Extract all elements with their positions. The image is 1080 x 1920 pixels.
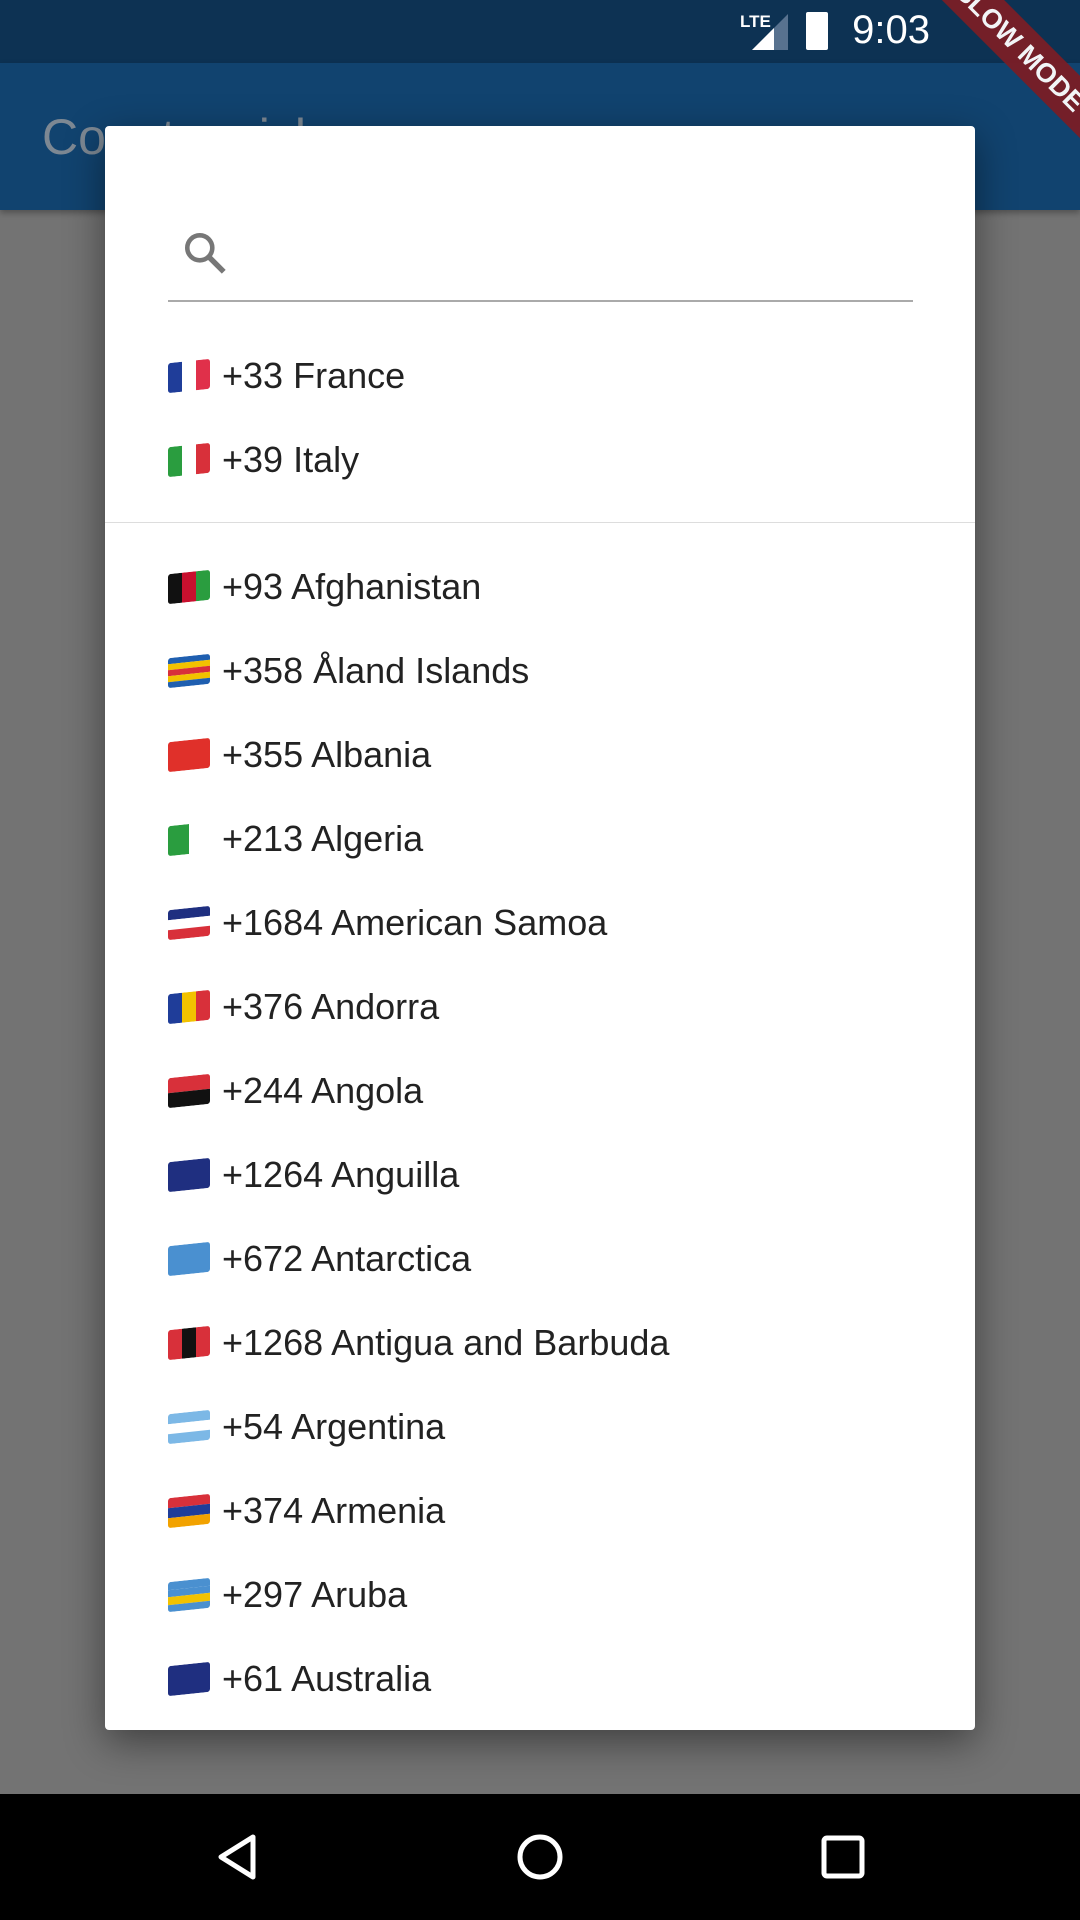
dial-code: +61: [222, 1658, 284, 1699]
flag-icon: [168, 1493, 210, 1529]
country-label: +1264 Anguilla: [222, 1154, 459, 1196]
clock: 9:03: [852, 8, 930, 52]
favorites-divider: [105, 522, 975, 523]
flag-icon: [168, 821, 210, 857]
country-name: France: [293, 355, 406, 396]
country-label: +33 France: [222, 355, 405, 397]
battery-charging-icon: [806, 12, 828, 50]
flag-icon: [168, 1157, 210, 1193]
country-label: +672 Antarctica: [222, 1238, 471, 1280]
home-icon[interactable]: [515, 1832, 565, 1882]
flag-icon: [168, 653, 210, 689]
country-item[interactable]: +358 Åland Islands: [168, 629, 529, 713]
country-item[interactable]: +1264 Anguilla: [168, 1133, 459, 1217]
country-name: Anguilla: [331, 1154, 460, 1195]
flag-icon: [168, 569, 210, 605]
country-name: Italy: [293, 439, 360, 480]
country-name: Antarctica: [311, 1238, 472, 1279]
search-input[interactable]: [168, 216, 913, 302]
country-label: +1268 Antigua and Barbuda: [222, 1322, 669, 1364]
dial-code: +33: [222, 355, 284, 396]
flag-icon: [168, 1073, 210, 1109]
country-label: +374 Armenia: [222, 1490, 445, 1532]
country-item[interactable]: +61 Australia: [168, 1637, 431, 1721]
country-name: Afghanistan: [291, 566, 482, 607]
country-label: +355 Albania: [222, 734, 431, 776]
country-item[interactable]: +376 Andorra: [168, 965, 439, 1049]
country-label: +358 Åland Islands: [222, 650, 529, 692]
dial-code: +213: [222, 818, 304, 859]
country-name: Åland Islands: [313, 650, 530, 691]
flag-icon: [168, 737, 210, 773]
dial-code: +93: [222, 566, 284, 607]
country-name: Angola: [311, 1070, 424, 1111]
country-name: Argentina: [291, 1406, 446, 1447]
dial-code: +374: [222, 1490, 304, 1531]
country-label: +39 Italy: [222, 439, 359, 481]
country-item[interactable]: +54 Argentina: [168, 1385, 445, 1469]
dial-code: +1684: [222, 902, 324, 943]
country-label: +93 Afghanistan: [222, 566, 481, 608]
navigation-bar: [0, 1794, 1080, 1920]
country-name: Armenia: [311, 1490, 446, 1531]
country-name: Australia: [291, 1658, 432, 1699]
country-item[interactable]: +39 Italy: [168, 418, 359, 502]
country-name: Antigua and Barbuda: [331, 1322, 670, 1363]
dial-code: +54: [222, 1406, 284, 1447]
country-item[interactable]: +297 Aruba: [168, 1553, 407, 1637]
flag-icon: [168, 1325, 210, 1361]
country-label: +54 Argentina: [222, 1406, 445, 1448]
country-name: Algeria: [311, 818, 424, 859]
country-item[interactable]: +672 Antarctica: [168, 1217, 471, 1301]
signal-icon: [752, 14, 788, 50]
dial-code: +355: [222, 734, 304, 775]
country-item[interactable]: +355 Albania: [168, 713, 431, 797]
country-label: +1684 American Samoa: [222, 902, 607, 944]
flag-icon: [168, 1409, 210, 1445]
status-bar: LTE 9:03: [0, 0, 1080, 63]
flag-icon: [168, 1661, 210, 1697]
country-label: +297 Aruba: [222, 1574, 407, 1616]
country-item[interactable]: +1684 American Samoa: [168, 881, 607, 965]
country-label: +61 Australia: [222, 1658, 431, 1700]
country-name: Andorra: [311, 986, 440, 1027]
flag-icon: [168, 1241, 210, 1277]
flag-icon: [168, 905, 210, 941]
flag-icon: [168, 1577, 210, 1613]
back-icon[interactable]: [213, 1832, 263, 1882]
dial-code: +672: [222, 1238, 304, 1279]
flag-icon: [168, 989, 210, 1025]
search-icon: [185, 233, 226, 274]
dial-code: +1268: [222, 1322, 324, 1363]
dial-code: +376: [222, 986, 304, 1027]
country-label: +213 Algeria: [222, 818, 423, 860]
recents-icon[interactable]: [818, 1832, 868, 1882]
country-item[interactable]: +33 France: [168, 334, 405, 418]
country-name: Aruba: [311, 1574, 408, 1615]
country-item[interactable]: +213 Algeria: [168, 797, 423, 881]
country-name: American Samoa: [331, 902, 608, 943]
dial-code: +297: [222, 1574, 304, 1615]
flag-icon: [168, 358, 210, 394]
flag-icon: [168, 442, 210, 478]
network-type: LTE: [740, 12, 771, 31]
dial-code: +358: [222, 650, 304, 691]
country-item[interactable]: +374 Armenia: [168, 1469, 445, 1553]
country-item[interactable]: +244 Angola: [168, 1049, 423, 1133]
dial-code: +39: [222, 439, 284, 480]
country-label: +376 Andorra: [222, 986, 439, 1028]
country-picker-dialog: +33 France +39 Italy +93 Afghanistan +358 Å…: [105, 126, 975, 1730]
dial-code: +244: [222, 1070, 304, 1111]
country-label: +244 Angola: [222, 1070, 423, 1112]
country-item[interactable]: +1268 Antigua and Barbuda: [168, 1301, 669, 1385]
country-name: Albania: [311, 734, 432, 775]
dial-code: +1264: [222, 1154, 324, 1195]
country-item[interactable]: +93 Afghanistan: [168, 545, 481, 629]
